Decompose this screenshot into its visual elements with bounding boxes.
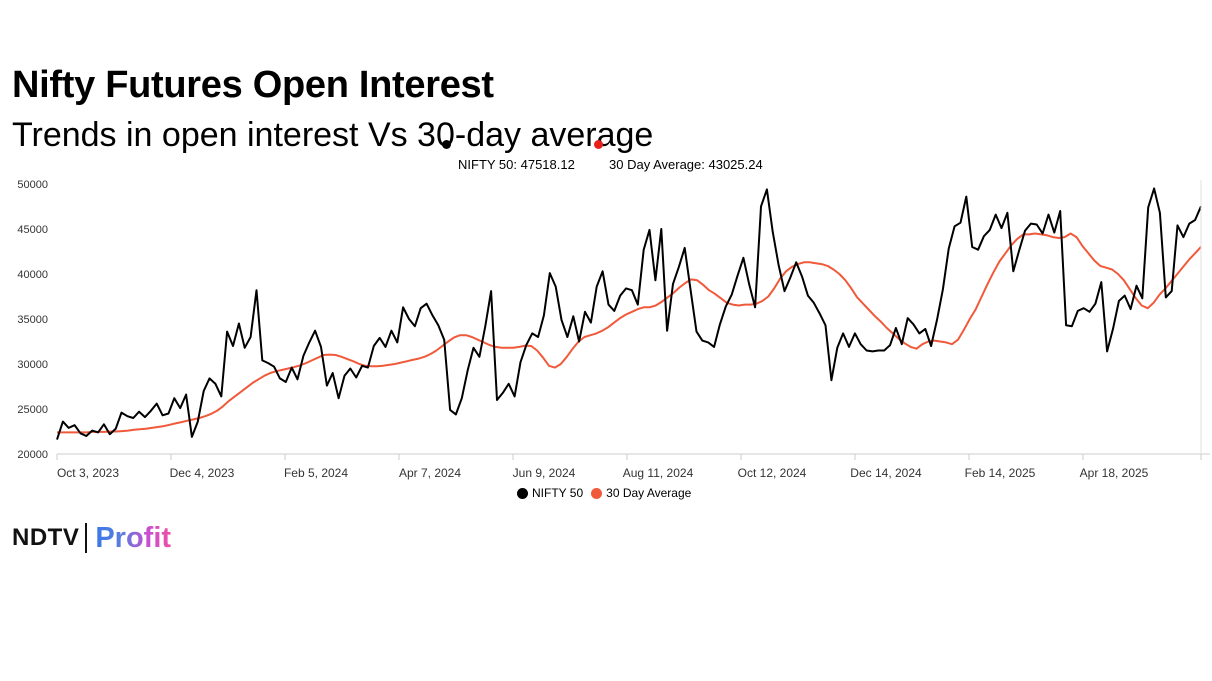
- page-subtitle: Trends in open interest Vs 30-day averag…: [12, 116, 654, 154]
- x-tick-label: Oct 3, 2023: [57, 466, 119, 480]
- y-tick-label: 30000: [17, 359, 48, 371]
- brand-profit: Profit: [95, 521, 172, 554]
- y-tick-label: 50000: [17, 179, 48, 191]
- page-title: Nifty Futures Open Interest: [12, 64, 494, 106]
- legend-label-nifty-50: NIFTY 50: [532, 486, 584, 500]
- x-tick-label: Aug 11, 2024: [623, 466, 694, 480]
- legend-swatch-30-day-average: [591, 487, 603, 499]
- x-axis: Oct 3, 2023 Dec 4, 2023 Feb 5, 2024 Apr 7, …: [56, 453, 1210, 480]
- legend-item-30-day-average[interactable]: 30 Day Average: [591, 486, 691, 500]
- legend-swatch-nifty-50: [517, 487, 528, 499]
- legend: NIFTY 50 30 Day Average: [517, 486, 691, 500]
- x-tick-label: Feb 14, 2025: [965, 466, 1036, 480]
- y-tick-label: 40000: [17, 269, 48, 281]
- tooltip-nifty-value: NIFTY 50: 47518.12: [458, 157, 575, 172]
- x-tick-label: Feb 5, 2024: [284, 466, 348, 480]
- brand-logo: NDTV Profit: [12, 521, 171, 555]
- x-tick-label: Apr 18, 2025: [1080, 466, 1149, 480]
- y-axis: 20000 25000 30000 35000 40000 45000 50000: [17, 179, 48, 461]
- brand-ndtv: NDTV: [12, 524, 80, 551]
- x-tick-label: Dec 14, 2024: [850, 466, 922, 480]
- y-tick-label: 25000: [17, 404, 48, 416]
- x-tick-label: Dec 4, 2023: [170, 466, 235, 480]
- series-line-nifty-50[interactable]: [56, 187, 1202, 440]
- brand-divider: [85, 523, 88, 553]
- y-tick-label: 45000: [17, 224, 48, 236]
- y-tick-label: 35000: [17, 314, 48, 326]
- legend-item-nifty-50[interactable]: NIFTY 50: [517, 486, 583, 500]
- x-tick-label: Apr 7, 2024: [399, 466, 461, 480]
- y-tick-label: 20000: [17, 449, 48, 461]
- x-tick-label: Oct 12, 2024: [738, 466, 807, 480]
- tooltip-nifty-dot: [442, 140, 451, 149]
- legend-label-30-day-average: 30 Day Average: [606, 486, 692, 500]
- x-tick-label: Jun 9, 2024: [513, 466, 576, 480]
- tooltip-average-value: 30 Day Average: 43025.24: [609, 157, 763, 172]
- tooltip-average-dot: [594, 140, 603, 149]
